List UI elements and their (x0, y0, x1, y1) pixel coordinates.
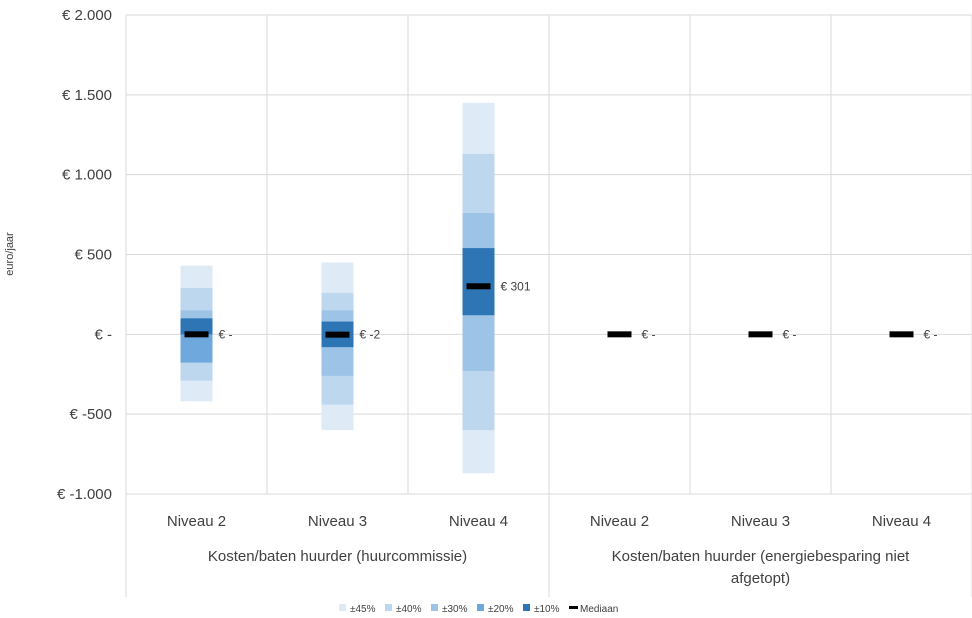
legend: ±45% ±40% ±30% ±20% ±10% Mediaan (339, 604, 618, 615)
legend-swatch (385, 604, 392, 611)
legend-label: ±20% (488, 604, 514, 615)
legend-label: ±40% (396, 604, 422, 615)
median-marker (889, 331, 914, 338)
legend-swatch (339, 604, 346, 611)
x-axis: Niveau 2 Niveau 3 Niveau 4 Niveau 2 Niveau 3… (125, 494, 972, 597)
y-tick-label: € - (94, 326, 112, 343)
band-bar (180, 318, 213, 335)
median-label: € 301 (501, 279, 531, 293)
x-group-label: Kosten/baten huurder (energiebesparing n… (612, 548, 911, 587)
x-tick-label: Niveau 4 (449, 513, 508, 530)
band-bar (462, 248, 495, 316)
median-label: € - (219, 327, 233, 341)
median-label: € - (642, 327, 656, 341)
legend-swatch (431, 604, 438, 611)
x-group-label: Kosten/baten huurder (huurcommissie) (208, 548, 467, 565)
y-tick-label: € 2.000 (62, 7, 112, 24)
median-marker (466, 283, 491, 290)
y-tick-label: € -500 (69, 406, 112, 423)
legend-swatch (523, 604, 530, 611)
x-tick-label: Niveau 3 (308, 513, 367, 530)
legend-label: ±45% (350, 604, 376, 615)
median-label: € - (783, 327, 797, 341)
x-tick-label: Niveau 3 (731, 513, 790, 530)
y-tick-label: € 1.500 (62, 87, 112, 104)
legend-label: ±10% (534, 604, 560, 615)
median-marker (184, 331, 209, 338)
y-axis-label: euro/jaar (4, 232, 16, 276)
median-label: € -2 (360, 328, 381, 342)
median-markers: € - € -2 € 301 € - € - € - (184, 279, 938, 342)
y-tick-label: € -1.000 (57, 486, 112, 503)
legend-label: ±30% (442, 604, 468, 615)
legend-swatch (477, 604, 484, 611)
median-label: € - (924, 327, 938, 341)
y-axis: € 2.000 € 1.500 € 1.000 € 500 € - € -500 € -1.… (57, 7, 112, 503)
x-tick-label: Niveau 2 (167, 513, 226, 530)
median-marker (325, 331, 350, 338)
gridlines (125, 14, 972, 495)
x-tick-label: Niveau 2 (590, 513, 649, 530)
y-tick-label: € 1.000 (62, 167, 112, 184)
median-marker (748, 331, 773, 338)
legend-swatch-median (569, 606, 578, 609)
band-bars (180, 102, 495, 474)
median-marker (607, 331, 632, 338)
y-tick-label: € 500 (74, 247, 112, 264)
x-tick-label: Niveau 4 (872, 513, 931, 530)
legend-label: Mediaan (580, 604, 618, 615)
